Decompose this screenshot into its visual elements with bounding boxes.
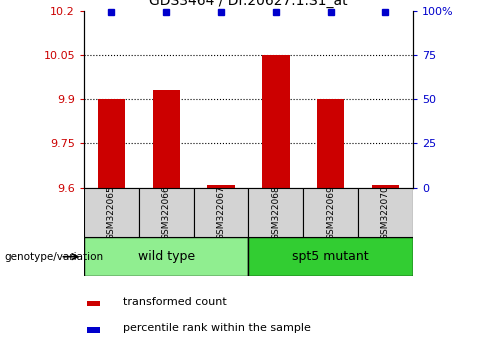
Text: GSM322067: GSM322067 bbox=[216, 185, 226, 240]
Text: GSM322065: GSM322065 bbox=[107, 185, 116, 240]
Bar bbox=[87, 327, 99, 332]
Bar bbox=[98, 99, 125, 188]
Text: GSM322066: GSM322066 bbox=[162, 185, 171, 240]
Title: GDS3464 / Dr.20627.1.S1_at: GDS3464 / Dr.20627.1.S1_at bbox=[149, 0, 348, 8]
Text: GSM322069: GSM322069 bbox=[326, 185, 335, 240]
Text: GSM322070: GSM322070 bbox=[381, 185, 390, 240]
Text: wild type: wild type bbox=[138, 250, 195, 263]
Text: percentile rank within the sample: percentile rank within the sample bbox=[123, 323, 312, 333]
Bar bbox=[207, 185, 235, 188]
Text: spt5 mutant: spt5 mutant bbox=[292, 250, 369, 263]
Bar bbox=[153, 90, 180, 188]
Bar bbox=[358, 188, 413, 237]
Bar bbox=[139, 188, 193, 237]
Text: GSM322068: GSM322068 bbox=[271, 185, 280, 240]
Bar bbox=[87, 301, 99, 306]
Text: transformed count: transformed count bbox=[123, 297, 227, 307]
Bar bbox=[193, 188, 249, 237]
Bar bbox=[372, 185, 399, 188]
Bar bbox=[84, 188, 139, 237]
Bar bbox=[249, 237, 413, 276]
Bar bbox=[317, 99, 344, 188]
Bar bbox=[303, 188, 358, 237]
Bar bbox=[249, 188, 303, 237]
Text: genotype/variation: genotype/variation bbox=[5, 252, 104, 262]
Bar bbox=[84, 237, 249, 276]
Bar bbox=[262, 55, 289, 188]
